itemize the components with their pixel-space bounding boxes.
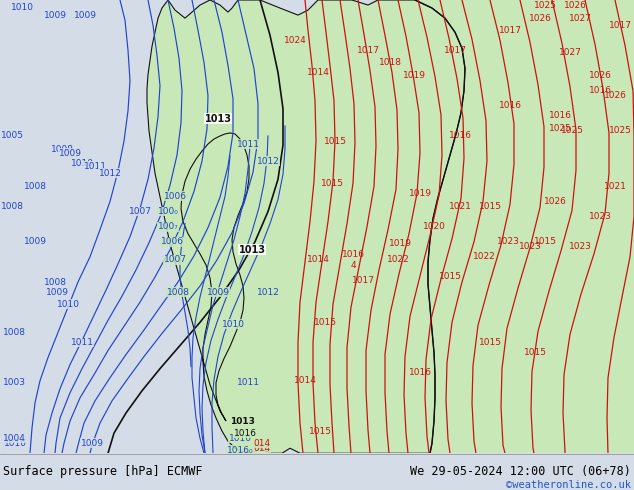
Text: 1015: 1015 (439, 272, 462, 281)
Text: 1015: 1015 (309, 427, 332, 436)
Text: 1014: 1014 (307, 255, 330, 265)
Text: 1015: 1015 (321, 179, 344, 188)
Text: 1025: 1025 (560, 126, 583, 135)
Text: 1006: 1006 (164, 192, 186, 201)
Text: 1026: 1026 (564, 0, 586, 9)
Text: 1025: 1025 (548, 124, 571, 133)
Text: 1007: 1007 (164, 255, 186, 265)
Text: 1010: 1010 (221, 320, 245, 329)
Text: 1009: 1009 (23, 237, 46, 246)
Text: 1019: 1019 (403, 71, 425, 80)
Text: 1005: 1005 (1, 131, 23, 141)
Text: 1017: 1017 (609, 21, 631, 30)
Text: 1015: 1015 (524, 348, 547, 357)
Text: 1025: 1025 (609, 126, 631, 135)
Text: 1016: 1016 (233, 429, 257, 438)
Text: 1026: 1026 (604, 91, 626, 100)
Text: 1022: 1022 (387, 255, 410, 265)
Text: 1017: 1017 (356, 46, 380, 55)
Text: 1010: 1010 (56, 300, 79, 309)
Text: 1009: 1009 (46, 288, 68, 296)
Text: 1016: 1016 (498, 101, 522, 110)
Text: 1016: 1016 (548, 111, 571, 121)
Text: 1008: 1008 (3, 328, 25, 337)
Text: 1010: 1010 (70, 159, 93, 168)
Text: 1011: 1011 (84, 162, 107, 171)
Text: 1023: 1023 (496, 237, 519, 246)
Text: 1017: 1017 (444, 46, 467, 55)
Text: 1026: 1026 (529, 14, 552, 23)
Text: 100₇: 100₇ (158, 222, 178, 231)
Text: 1016
4: 1016 4 (342, 250, 365, 270)
Polygon shape (378, 0, 634, 453)
Text: 1014: 1014 (294, 376, 316, 385)
Text: 1019: 1019 (408, 189, 432, 198)
Text: 1006: 1006 (160, 237, 183, 246)
Text: 014: 014 (254, 439, 271, 448)
Text: 1022: 1022 (472, 252, 495, 261)
Text: 1011: 1011 (236, 378, 259, 387)
Text: 1027: 1027 (569, 14, 592, 23)
Text: 1019: 1019 (389, 239, 411, 248)
Text: 1007: 1007 (129, 207, 152, 216)
Text: 1026: 1026 (543, 197, 566, 206)
Text: 1025: 1025 (534, 0, 557, 9)
Text: ©weatheronline.co.uk: ©weatheronline.co.uk (506, 480, 631, 490)
Text: 1008: 1008 (44, 277, 67, 287)
Text: 1018: 1018 (378, 58, 401, 67)
Text: 1009: 1009 (44, 11, 67, 20)
Text: 1023: 1023 (588, 212, 611, 221)
Text: We 29-05-2024 12:00 UTC (06+78): We 29-05-2024 12:00 UTC (06+78) (410, 465, 631, 478)
Text: 1017: 1017 (498, 25, 522, 35)
Text: 1003: 1003 (3, 378, 25, 387)
Text: 1010: 1010 (4, 439, 27, 448)
Text: 1015: 1015 (323, 137, 347, 146)
Text: 1011: 1011 (236, 140, 259, 148)
Text: 1021: 1021 (604, 182, 626, 191)
Text: 1021: 1021 (449, 202, 472, 211)
Text: 1016₀: 1016₀ (227, 446, 254, 455)
Text: 1013: 1013 (230, 416, 254, 425)
Text: 1012: 1012 (98, 169, 122, 178)
Text: 1024: 1024 (283, 36, 306, 45)
Text: 1010: 1010 (11, 2, 34, 12)
Text: 1008: 1008 (167, 288, 190, 296)
Text: 1016: 1016 (408, 368, 432, 377)
Text: 1008: 1008 (23, 182, 46, 191)
Text: 1011: 1011 (70, 338, 93, 347)
Text: 1020: 1020 (423, 222, 446, 231)
Text: 1014: 1014 (307, 68, 330, 77)
Polygon shape (147, 0, 465, 453)
Text: 1012: 1012 (257, 157, 280, 166)
Text: 1009: 1009 (81, 439, 103, 448)
Text: 1016: 1016 (588, 86, 612, 95)
Text: 1009: 1009 (58, 148, 82, 158)
Text: 1013: 1013 (238, 245, 266, 255)
Text: 1009: 1009 (74, 11, 96, 20)
Text: 1008: 1008 (1, 202, 23, 211)
Text: 1015: 1015 (313, 318, 337, 327)
Text: 1013: 1013 (205, 114, 231, 124)
Text: Surface pressure [hPa] ECMWF: Surface pressure [hPa] ECMWF (3, 465, 203, 478)
Text: 014: 014 (254, 444, 271, 453)
Text: 1009: 1009 (207, 288, 230, 296)
Text: 100₀: 100₀ (158, 207, 178, 216)
Text: 1010: 1010 (228, 434, 252, 442)
Text: 1008: 1008 (51, 145, 74, 153)
Text: 1015: 1015 (479, 202, 501, 211)
Text: 1026: 1026 (588, 71, 611, 80)
Text: 1015: 1015 (479, 338, 501, 347)
Text: 1015: 1015 (533, 237, 557, 246)
Text: 1023: 1023 (519, 242, 541, 251)
Text: 1016: 1016 (448, 131, 472, 141)
Text: 1004: 1004 (3, 434, 25, 442)
Text: 1012: 1012 (257, 288, 280, 296)
Text: 1027: 1027 (559, 48, 581, 57)
Text: 1017: 1017 (351, 275, 375, 285)
Text: 1023: 1023 (569, 242, 592, 251)
